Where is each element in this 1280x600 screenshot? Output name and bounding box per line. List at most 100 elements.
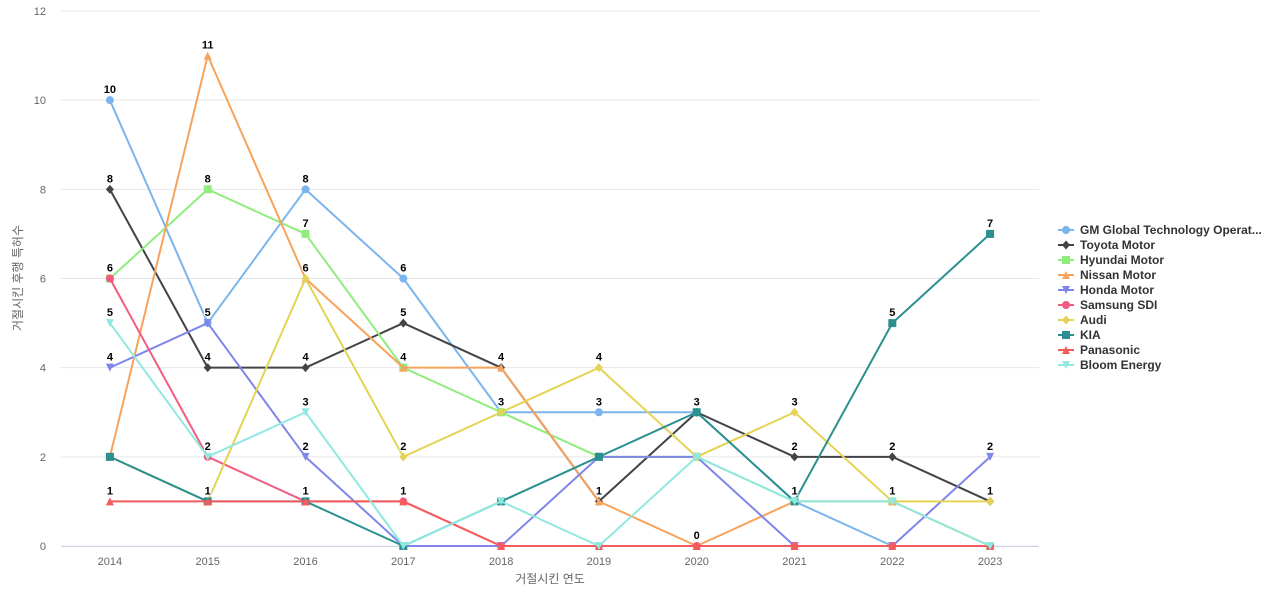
y-tick-label: 6 [40,274,46,286]
legend-item[interactable]: GM Global Technology Operat... [1058,222,1262,237]
series-layer [105,51,995,550]
data-point [105,363,114,372]
data-label: 3 [302,396,308,408]
data-point [986,229,995,238]
series-bloom-energy [105,319,995,550]
data-point [888,452,897,462]
legend-item[interactable]: Samsung SDI [1058,297,1262,312]
data-label: 3 [694,396,700,408]
data-label: 5 [205,307,211,319]
data-label: 1 [596,485,602,497]
legend-item[interactable]: Honda Motor [1058,282,1262,297]
legend-label: Honda Motor [1080,282,1154,297]
data-label: 4 [107,352,114,364]
data-point [301,497,310,506]
data-point [986,542,995,550]
data-point [399,274,408,283]
data-label: 1 [400,485,406,497]
legend-symbol [1062,225,1070,234]
data-point [594,408,603,417]
data-point [790,542,799,550]
legend-item[interactable]: Nissan Motor [1058,267,1262,282]
legend-marker-icon [1058,224,1074,236]
data-label: 1 [302,485,308,497]
data-label: 5 [400,307,406,319]
data-point [301,452,310,461]
legend-symbol [1062,270,1070,279]
data-label: 6 [107,263,113,275]
legend-label: Toyota Motor [1080,237,1156,252]
data-point [399,363,408,372]
data-label: 3 [498,396,504,408]
data-point [301,363,310,373]
legend-item[interactable]: Audi [1058,312,1262,327]
data-point [399,452,408,462]
legend-item[interactable]: Panasonic [1058,342,1262,357]
series-line [108,99,992,547]
x-tick-label: 2018 [489,556,513,568]
legend-symbol [1062,255,1070,264]
data-point [399,497,408,506]
data-label: 6 [302,263,308,275]
legend-marker-icon [1058,269,1074,281]
legend-item[interactable]: Hyundai Motor [1058,252,1262,267]
data-label: 4 [498,352,505,364]
data-label: 1 [987,485,993,497]
data-label: 1 [107,485,113,497]
x-tick-label: 2020 [684,556,708,568]
data-label: 4 [400,352,407,364]
data-point [986,496,995,506]
data-label: 7 [987,218,993,230]
data-point [497,497,506,506]
data-point [692,408,701,417]
legend-marker-icon [1058,299,1074,311]
data-label: 8 [107,173,113,185]
data-point [301,185,310,194]
data-point [203,363,212,373]
x-tick-label: 2019 [587,556,611,568]
data-label: 6 [400,263,406,275]
x-axis-title: 거절시킨 연도 [515,572,585,586]
legend-label: Nissan Motor [1080,267,1157,282]
series-toyota-motor [105,184,995,506]
legend-label: Samsung SDI [1080,297,1158,312]
legend-marker-icon [1058,359,1074,371]
data-label: 2 [987,441,993,453]
legend-item[interactable]: Bloom Energy [1058,357,1262,372]
data-point [888,319,897,328]
grid-lines [61,10,1039,547]
data-point [105,96,114,105]
data-point [790,407,799,417]
data-point [203,51,212,60]
legend-marker-icon [1058,284,1074,296]
legend-label: KIA [1080,327,1101,342]
data-point [986,452,995,461]
data-point [594,542,603,550]
data-point [497,542,506,550]
data-label: 4 [302,352,309,364]
y-tick-label: 10 [34,95,46,107]
data-label: 5 [107,307,113,319]
data-label: 1 [205,485,211,497]
legend-marker-icon [1058,344,1074,356]
data-label: 4 [205,352,212,364]
legend-symbol [1062,240,1070,249]
legend-symbol [1062,285,1070,294]
y-axis-title: 거절시킨 후행 특허수 [10,225,25,331]
legend-item[interactable]: KIA [1058,327,1262,342]
x-tick-label: 2017 [391,556,415,568]
legend-marker-icon [1058,329,1074,341]
legend-marker-icon [1058,314,1074,326]
legend-symbol [1062,330,1070,339]
legend-symbol [1062,360,1070,369]
legend-item[interactable]: Toyota Motor [1058,237,1262,252]
y-tick-label: 4 [40,363,46,375]
legend-marker-icon [1058,254,1074,266]
data-point [203,452,212,461]
legend-symbol [1062,300,1070,309]
legend-label: Hyundai Motor [1080,252,1164,267]
y-tick-label: 2 [40,452,46,464]
x-tick-label: 2021 [782,556,806,568]
